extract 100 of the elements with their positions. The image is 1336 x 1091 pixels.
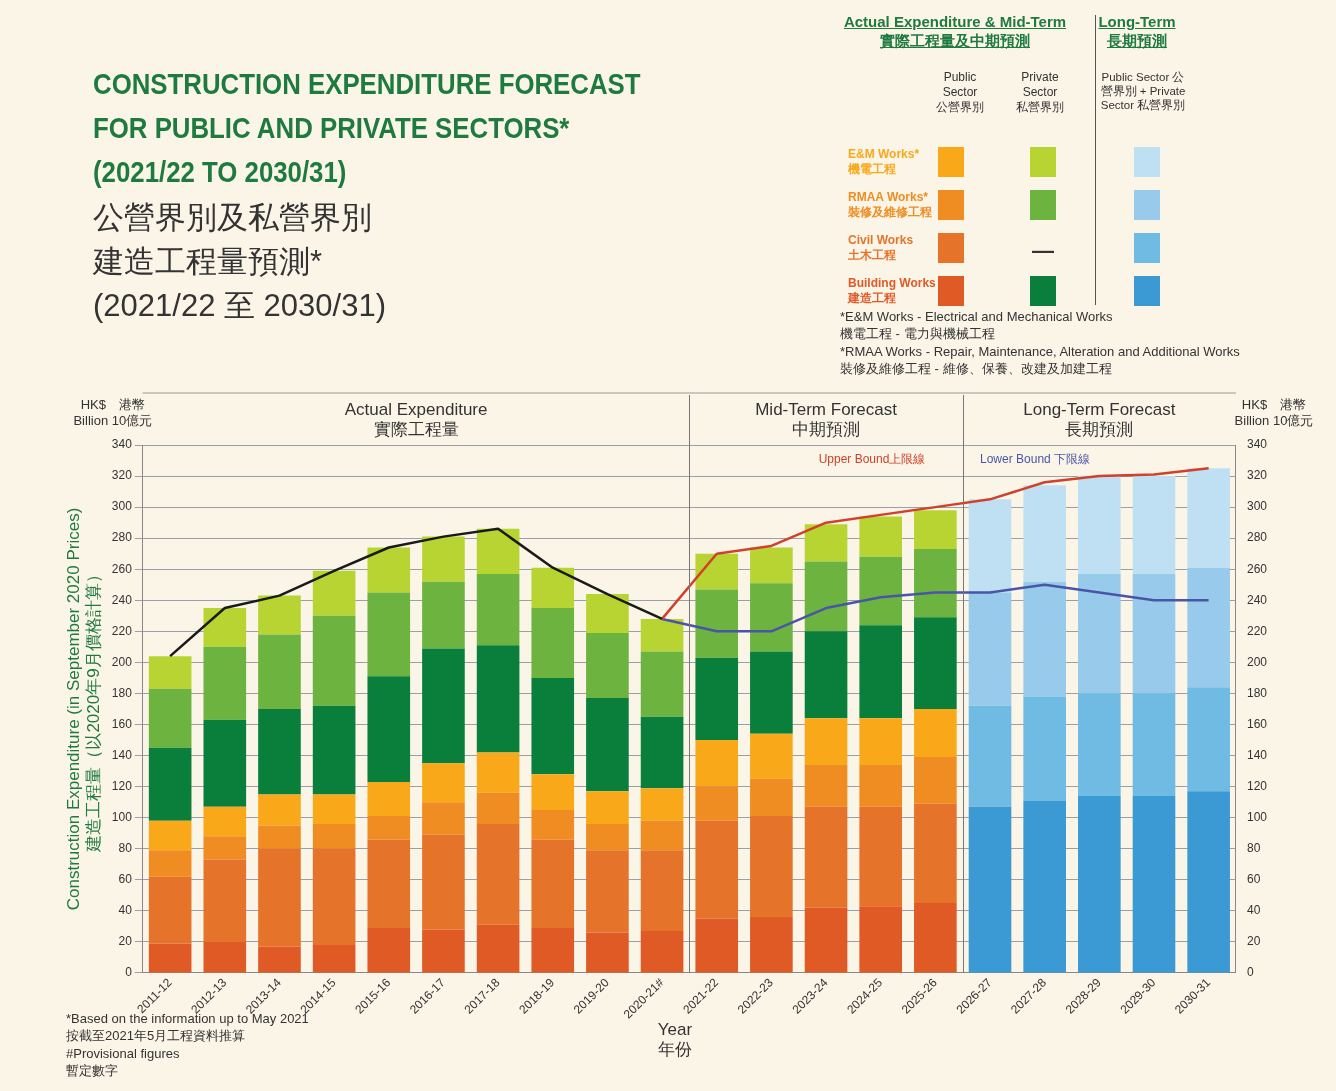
bar [968,499,1012,593]
bar [1187,791,1230,973]
bar [312,570,356,616]
y-tick-label: 120 [111,778,133,793]
y2-tick-label: 120 [1246,778,1268,793]
bar [1132,795,1176,973]
bar [148,876,192,944]
bar [750,651,793,734]
bar [367,839,411,928]
y2-tick-label: 20 [1246,934,1261,949]
y-tick-label: 260 [111,561,133,576]
bar [1187,567,1230,688]
y-tick-label: 160 [111,716,133,731]
text: Public Sector 公營界別 + Private Sector 私營界別 [1099,70,1187,112]
bar [476,924,520,973]
bar [1132,693,1176,796]
bar [1023,696,1066,801]
bar [531,809,575,840]
bar [531,608,575,678]
y2-tick-label: 300 [1246,499,1268,514]
bar [148,820,192,851]
y-tick-label: 200 [111,654,133,669]
text: Lower Bound 下限線 [980,452,1091,466]
y2-tick-label: 340 [1246,437,1268,452]
bar [476,528,520,574]
bar [859,556,903,626]
bar [203,608,247,647]
chart-title: CONSTRUCTION EXPENDITURE FORECAST FOR PUBLIC AND PRIVATE SECTORS* (2021/22 TO 2030/31) [93,66,642,190]
bar [422,763,465,803]
y-tick-label: 140 [111,747,133,762]
y-tick-label: 340 [111,437,133,452]
bar [968,705,1012,807]
bar [695,820,739,919]
bar [531,927,575,973]
bar [804,631,848,719]
bar [750,816,793,918]
bar [859,625,903,719]
text: HK$ 港幣 Billion 10億元 [73,397,153,428]
bar [422,581,465,649]
bar [1187,468,1230,568]
bar [586,850,629,933]
bar [859,906,903,973]
bar [531,839,575,928]
text: #Provisional figures 暫定數字 [66,1045,181,1079]
bar [148,688,192,748]
bar [422,536,465,582]
bar [914,708,957,758]
bar [531,567,575,609]
bar [914,549,957,618]
bar [312,848,356,946]
y2-tick-label: 140 [1246,747,1268,762]
bar [695,740,739,787]
bar [750,583,793,652]
text: *E&M Works - Electrical and Mechanical Works 機電工程 - 電力與機械工程 [840,308,1114,342]
bar [750,778,793,817]
bar [750,547,793,584]
bar [367,781,411,817]
bar [1078,573,1121,694]
bar [804,718,848,765]
bar [476,573,520,646]
text: Mid-Term Forecast 中期預測 [755,400,898,439]
bar [1132,476,1176,574]
y2-tick-label: 180 [1246,685,1268,700]
bar [367,676,411,782]
y2-tick-label: 80 [1246,841,1261,856]
bar [586,823,629,851]
bar [203,836,247,860]
y-tick-label: 20 [118,934,133,949]
bar [203,859,247,942]
y-tick-label: 320 [111,468,133,483]
bar [914,903,957,973]
bar [640,651,684,717]
bar [750,733,793,779]
bar [258,634,301,709]
bar [476,823,520,925]
y2-tick-label: 260 [1246,561,1268,576]
bar [203,941,247,973]
bar [422,834,465,930]
bar [203,719,247,807]
bar [640,820,684,851]
y-tick-label: 180 [111,685,133,700]
bar [1023,800,1066,973]
bar [695,657,739,741]
bar [258,595,301,635]
text: Public Sector 公營界別 [935,70,985,115]
bar [804,524,848,562]
bar [968,806,1012,973]
bar [695,918,739,973]
bar [258,794,301,826]
bar [859,764,903,807]
text: Actual Expenditure & Mid-Term 實際工程量及中期預測 [842,12,1068,50]
bar [586,594,629,633]
bar [804,561,848,632]
y2-tick-label: 160 [1246,716,1268,731]
bar [258,825,301,849]
bar [914,510,957,550]
text: Upper Bound上限線 [818,452,926,466]
bar [476,792,520,824]
bar [367,816,411,840]
bar [367,547,411,593]
